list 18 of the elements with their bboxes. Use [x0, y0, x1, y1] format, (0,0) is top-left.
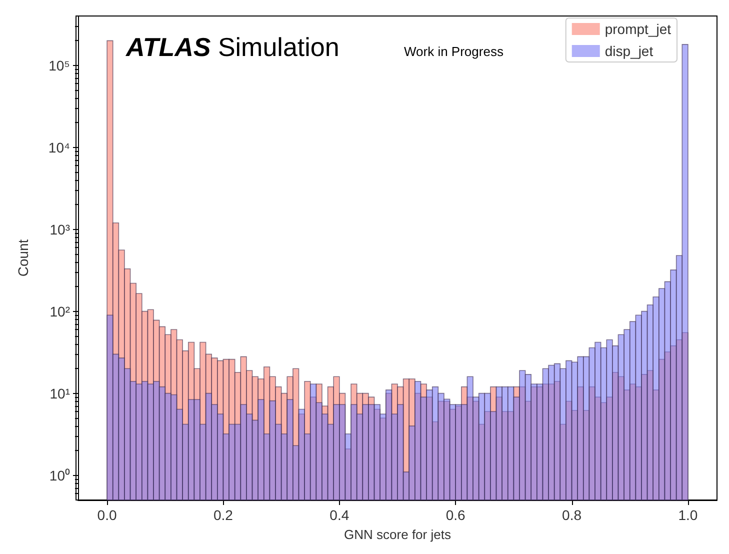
- x-tick-label: 0.2: [213, 507, 234, 523]
- x-tick-label: 0.4: [330, 507, 350, 523]
- x-tick-label: 0.0: [97, 507, 117, 523]
- x-tick-label: 0.8: [562, 507, 582, 523]
- x-tick-label: 1.0: [678, 507, 698, 523]
- y-tick-label: 10⁰: [49, 467, 70, 484]
- x-axis-title: GNN score for jets: [344, 527, 452, 542]
- y-tick-label: 10⁴: [48, 139, 70, 156]
- annotation: Work in Progress: [404, 44, 504, 59]
- y-axis-title: Count: [15, 239, 31, 277]
- annotation: ATLAS Simulation: [125, 32, 340, 62]
- y-tick-label: 10³: [50, 221, 70, 238]
- legend-label: disp_jet: [604, 43, 654, 59]
- x-tick-label: 0.6: [446, 507, 466, 523]
- legend-label: prompt_jet: [604, 21, 672, 37]
- y-tick-label: 10²: [50, 303, 70, 320]
- y-tick-label: 10¹: [50, 385, 70, 402]
- y-tick-label: 10⁵: [48, 57, 70, 74]
